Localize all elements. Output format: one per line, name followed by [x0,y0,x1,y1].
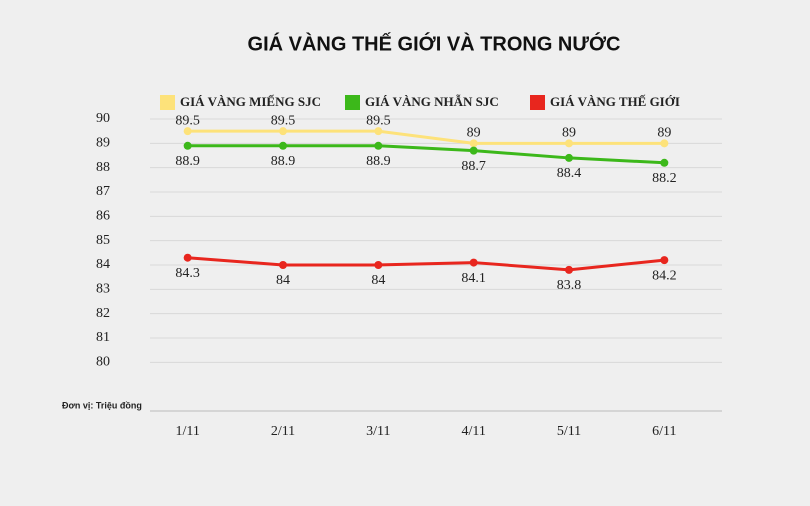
data-point [374,141,383,150]
data-point [374,261,383,269]
x-tick-label: 1/11 [175,424,199,439]
data-point [469,146,478,155]
x-tick-label: 4/11 [461,424,485,439]
data-point [279,127,287,136]
data-point [469,258,478,267]
unit-note: Đơn vị: Triệu đồng [62,400,142,410]
legend-swatch [345,95,360,110]
legend-swatch [160,95,175,110]
y-tick-label: 81 [96,330,110,345]
data-label: 89.5 [175,113,200,128]
legend-label: GIÁ VÀNG THẾ GIỚI [550,94,680,109]
x-tick-label: 6/11 [652,424,676,439]
data-label: 88.9 [271,154,296,169]
data-label: 89 [657,126,671,141]
y-tick-label: 86 [96,209,110,224]
data-point [565,153,573,162]
y-tick-label: 83 [96,282,110,297]
series-line [187,256,665,272]
data-label: 88.4 [557,166,582,181]
data-label: 83.8 [557,278,582,293]
legend-label: GIÁ VÀNG MIẾNG SJC [180,94,321,109]
data-label: 84.1 [461,271,486,286]
x-tick-label: 3/11 [366,424,390,439]
data-point [374,127,383,136]
data-label: 89.5 [366,113,391,128]
data-label: 88.9 [175,154,200,169]
data-label: 89 [467,126,481,141]
data-point [279,141,287,150]
data-label: 88.9 [366,154,391,169]
data-point [660,139,669,148]
data-label: 89 [562,126,576,141]
x-tick-label: 2/11 [271,424,295,439]
data-label: 89.5 [271,113,296,128]
y-tick-label: 89 [96,136,110,151]
y-tick-label: 87 [96,184,110,199]
data-point [183,127,192,136]
data-label: 84.3 [175,266,200,281]
y-tick-label: 85 [96,233,110,248]
series-line [187,129,665,145]
chart-title: GIÁ VÀNG THẾ GIỚI VÀ TRONG NƯỚC [248,31,621,55]
data-point [469,139,478,148]
data-label: 88.2 [652,171,677,186]
data-point [660,256,669,265]
y-tick-label: 82 [96,306,110,321]
y-tick-label: 84 [96,257,110,272]
data-label: 88.7 [461,159,486,174]
y-tick-label: 88 [96,160,110,175]
data-point [565,265,573,274]
series-line [187,144,665,165]
y-tick-label: 90 [96,111,110,126]
data-point [565,139,573,148]
data-point [279,261,287,269]
data-point [183,141,192,150]
y-tick-label: 80 [96,355,110,370]
legend-swatch [530,95,545,110]
data-label: 84 [276,273,290,288]
data-label: 84.2 [652,268,677,283]
x-tick-label: 5/11 [557,424,581,439]
data-point [183,253,192,262]
data-point [660,158,669,167]
data-label: 84 [371,273,385,288]
legend-label: GIÁ VÀNG NHẪN SJC [365,94,499,109]
